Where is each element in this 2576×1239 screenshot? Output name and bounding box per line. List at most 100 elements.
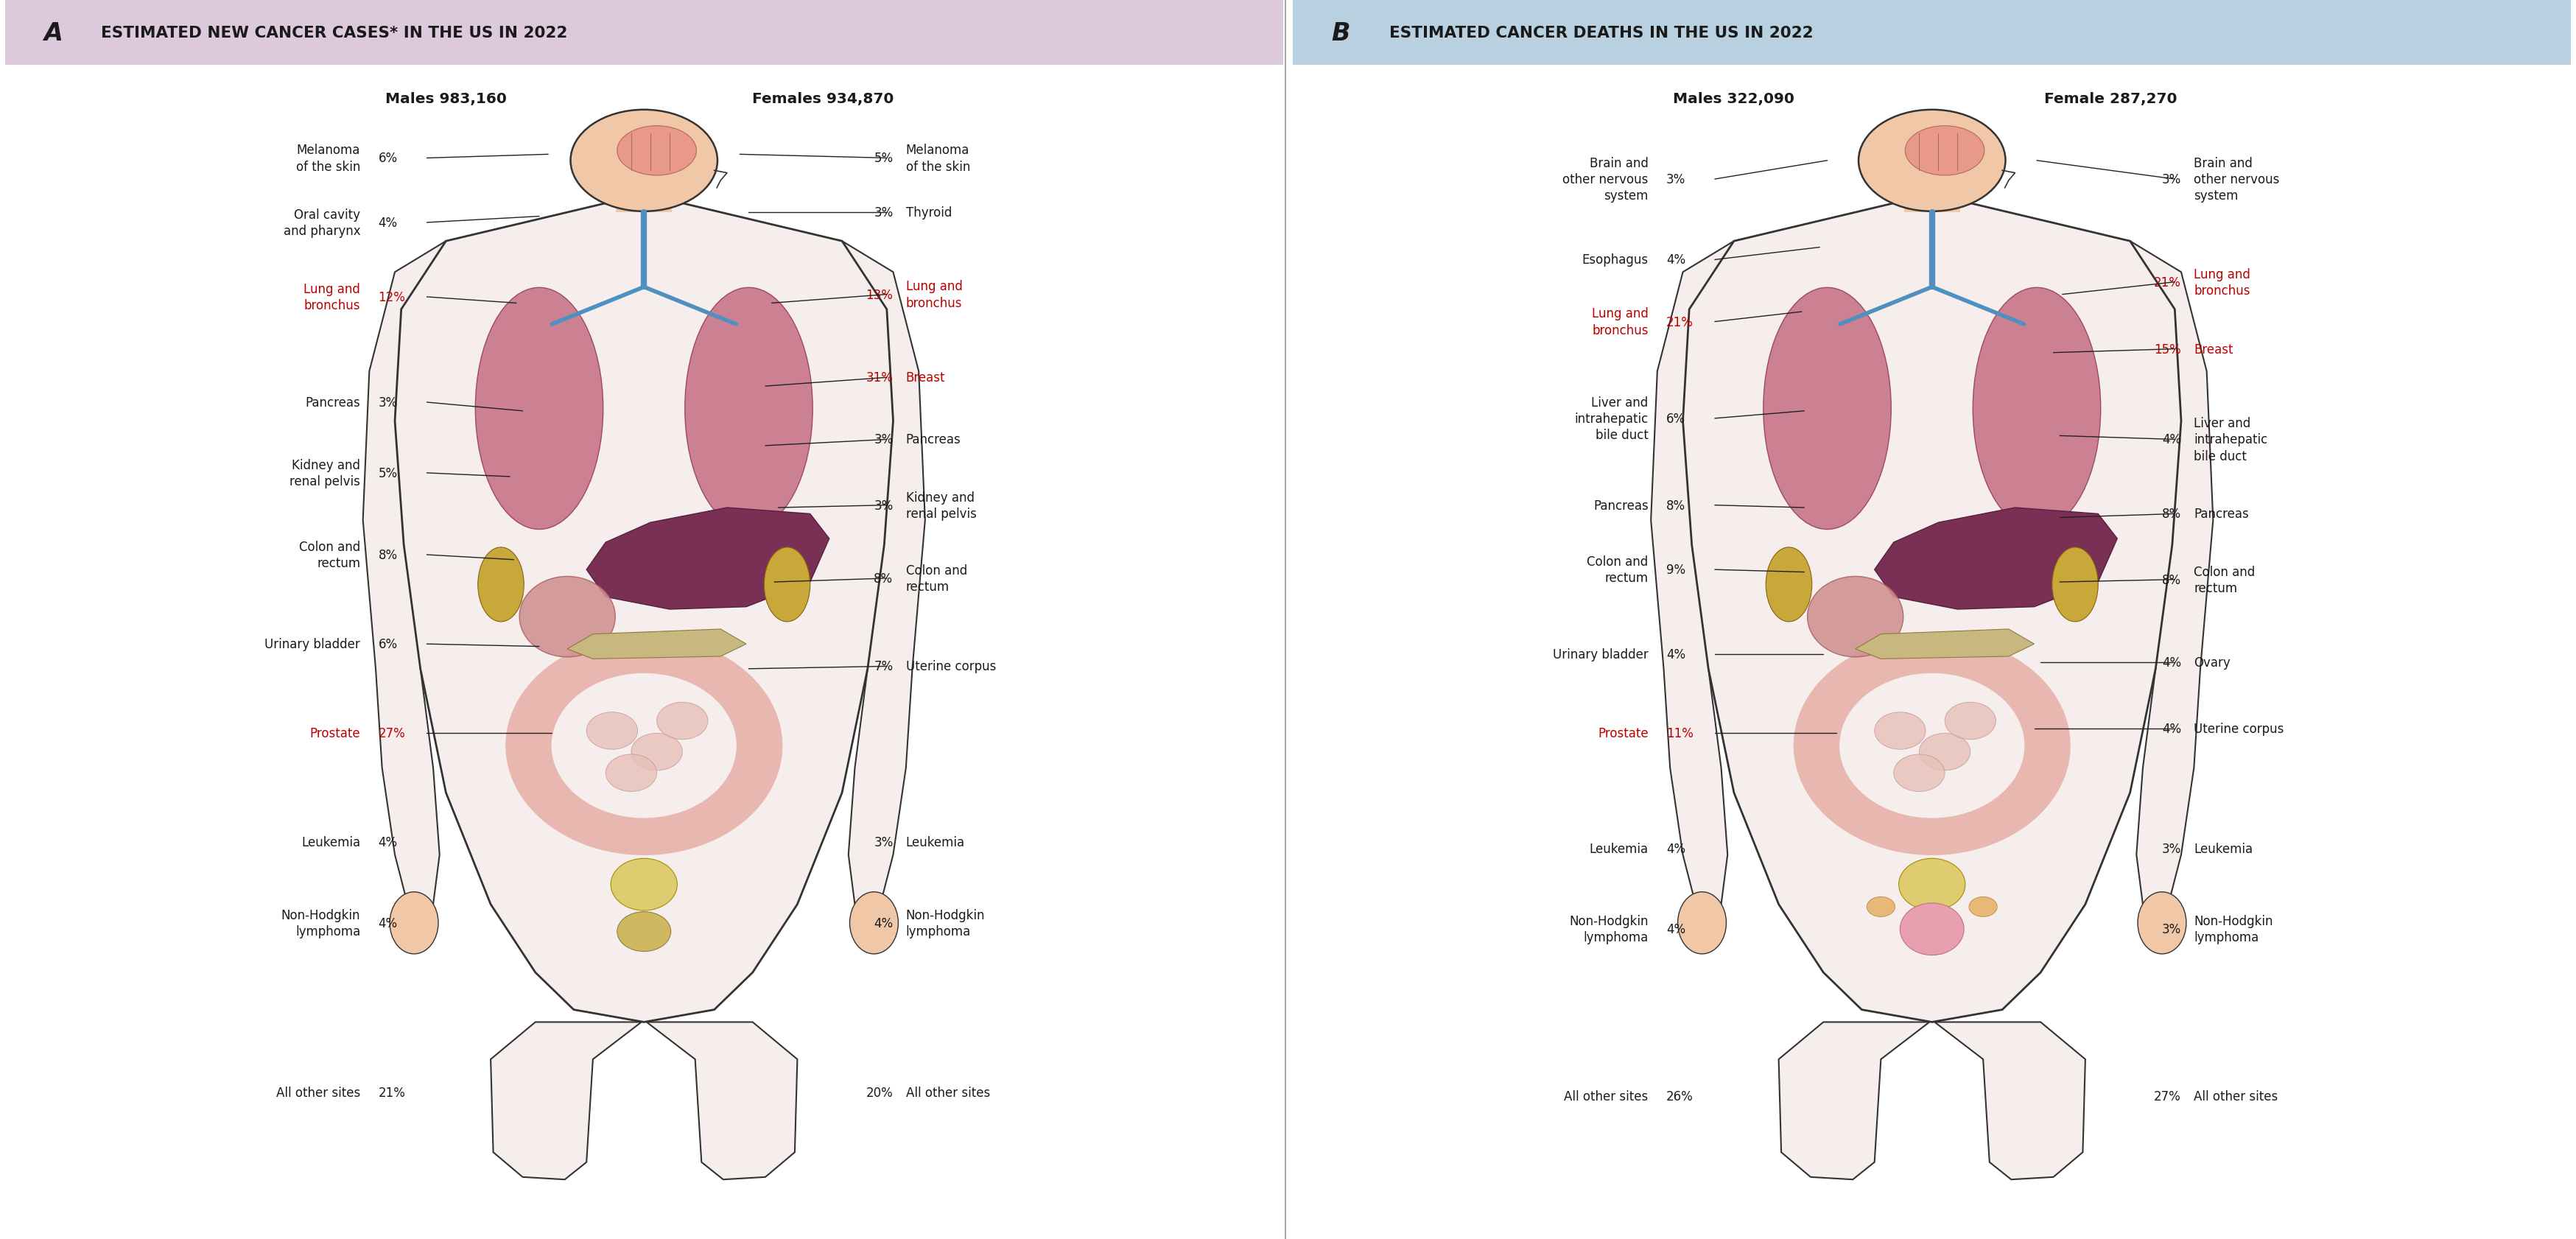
- Text: 12%: 12%: [379, 291, 404, 304]
- Text: 3%: 3%: [379, 396, 397, 409]
- Text: Pancreas: Pancreas: [1595, 499, 1649, 512]
- Ellipse shape: [1857, 110, 2007, 212]
- Polygon shape: [1935, 1022, 2087, 1180]
- Text: Urinary bladder: Urinary bladder: [1553, 648, 1649, 660]
- Ellipse shape: [1899, 859, 1965, 911]
- Ellipse shape: [1767, 548, 1811, 622]
- Text: Uterine corpus: Uterine corpus: [2195, 722, 2285, 735]
- Text: 27%: 27%: [2154, 1090, 2182, 1103]
- Text: Female 287,270: Female 287,270: [2045, 92, 2177, 107]
- Text: 3%: 3%: [1667, 173, 1685, 186]
- Text: Lung and
bronchus: Lung and bronchus: [2195, 268, 2251, 297]
- Polygon shape: [1855, 629, 2035, 659]
- Text: Liver and
intrahepatic
bile duct: Liver and intrahepatic bile duct: [2195, 416, 2267, 463]
- Text: 3%: 3%: [873, 499, 894, 512]
- Text: 8%: 8%: [873, 572, 894, 585]
- Polygon shape: [1839, 674, 2025, 818]
- Text: ESTIMATED CANCER DEATHS IN THE US IN 2022: ESTIMATED CANCER DEATHS IN THE US IN 202…: [1388, 26, 1814, 41]
- Ellipse shape: [611, 859, 677, 911]
- Polygon shape: [1651, 242, 1734, 911]
- Text: ESTIMATED NEW CANCER CASES* IN THE US IN 2022: ESTIMATED NEW CANCER CASES* IN THE US IN…: [100, 26, 567, 41]
- Text: 3%: 3%: [873, 434, 894, 446]
- Polygon shape: [505, 637, 783, 855]
- Text: 4%: 4%: [379, 836, 397, 849]
- Text: 27%: 27%: [379, 727, 404, 740]
- Text: 3%: 3%: [873, 836, 894, 849]
- Text: Esophagus: Esophagus: [1582, 254, 1649, 266]
- Text: 7%: 7%: [873, 660, 894, 673]
- Ellipse shape: [2138, 892, 2187, 954]
- Text: Non-Hodgkin
lymphoma: Non-Hodgkin lymphoma: [2195, 914, 2272, 944]
- Ellipse shape: [1968, 897, 1996, 917]
- Text: Lung and
bronchus: Lung and bronchus: [907, 280, 963, 310]
- Ellipse shape: [2053, 548, 2097, 622]
- Polygon shape: [1777, 1022, 1929, 1180]
- Text: Lung and
bronchus: Lung and bronchus: [1592, 307, 1649, 337]
- Ellipse shape: [587, 712, 639, 750]
- FancyBboxPatch shape: [1904, 164, 1960, 213]
- Text: Leukemia: Leukemia: [2195, 843, 2254, 855]
- Ellipse shape: [618, 126, 696, 176]
- Ellipse shape: [1808, 577, 1904, 657]
- Text: Leukemia: Leukemia: [1589, 843, 1649, 855]
- FancyBboxPatch shape: [1293, 0, 2571, 66]
- Ellipse shape: [1919, 733, 1971, 771]
- Ellipse shape: [1868, 897, 1896, 917]
- Ellipse shape: [1875, 712, 1927, 750]
- Text: 6%: 6%: [1667, 413, 1685, 425]
- Text: Pancreas: Pancreas: [307, 396, 361, 409]
- Text: 4%: 4%: [873, 917, 894, 929]
- Ellipse shape: [631, 733, 683, 771]
- Text: 15%: 15%: [2154, 343, 2182, 356]
- Ellipse shape: [1901, 903, 1963, 955]
- Text: 8%: 8%: [379, 549, 397, 561]
- Text: 5%: 5%: [873, 152, 894, 165]
- Text: Urinary bladder: Urinary bladder: [265, 638, 361, 650]
- Text: 3%: 3%: [2161, 173, 2182, 186]
- Polygon shape: [363, 242, 446, 911]
- Text: 9%: 9%: [1667, 564, 1685, 576]
- Text: All other sites: All other sites: [907, 1087, 989, 1099]
- Text: Breast: Breast: [907, 372, 945, 384]
- Text: Colon and
rectum: Colon and rectum: [2195, 565, 2254, 595]
- Ellipse shape: [389, 892, 438, 954]
- Text: All other sites: All other sites: [276, 1087, 361, 1099]
- Text: 21%: 21%: [2154, 276, 2182, 289]
- Ellipse shape: [618, 912, 670, 952]
- Polygon shape: [489, 1022, 641, 1180]
- Text: Lung and
bronchus: Lung and bronchus: [304, 282, 361, 312]
- Text: Colon and
rectum: Colon and rectum: [299, 540, 361, 570]
- Text: 4%: 4%: [1667, 923, 1685, 935]
- Text: Kidney and
renal pelvis: Kidney and renal pelvis: [289, 458, 361, 488]
- Polygon shape: [647, 1022, 799, 1180]
- Text: Prostate: Prostate: [309, 727, 361, 740]
- Text: Melanoma
of the skin: Melanoma of the skin: [907, 144, 971, 173]
- Ellipse shape: [1945, 703, 1996, 740]
- Polygon shape: [1682, 201, 2182, 1022]
- Text: 4%: 4%: [1667, 254, 1685, 266]
- Text: Breast: Breast: [2195, 343, 2233, 356]
- Polygon shape: [1875, 508, 2117, 610]
- Text: 4%: 4%: [2161, 434, 2182, 446]
- Text: 13%: 13%: [866, 289, 894, 301]
- Text: Ovary: Ovary: [2195, 657, 2231, 669]
- Ellipse shape: [1893, 755, 1945, 792]
- Text: 21%: 21%: [379, 1087, 404, 1099]
- Polygon shape: [567, 629, 747, 659]
- Ellipse shape: [850, 892, 899, 954]
- Text: Pancreas: Pancreas: [2195, 508, 2249, 520]
- Text: Non-Hodgkin
lymphoma: Non-Hodgkin lymphoma: [1569, 914, 1649, 944]
- Text: 3%: 3%: [2161, 843, 2182, 855]
- Text: 3%: 3%: [2161, 923, 2182, 935]
- Text: Melanoma
of the skin: Melanoma of the skin: [296, 144, 361, 173]
- Text: A: A: [44, 21, 62, 46]
- Text: 6%: 6%: [379, 152, 397, 165]
- Ellipse shape: [605, 755, 657, 792]
- Text: 6%: 6%: [379, 638, 397, 650]
- Text: 4%: 4%: [2161, 722, 2182, 735]
- Text: Liver and
intrahepatic
bile duct: Liver and intrahepatic bile duct: [1574, 395, 1649, 442]
- Text: Non-Hodgkin
lymphoma: Non-Hodgkin lymphoma: [907, 908, 984, 938]
- Text: 8%: 8%: [2161, 574, 2182, 586]
- Text: Males 322,090: Males 322,090: [1674, 92, 1795, 107]
- Text: Leukemia: Leukemia: [301, 836, 361, 849]
